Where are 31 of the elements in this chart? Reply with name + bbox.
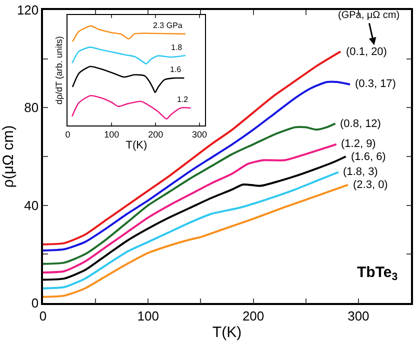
x-tick-label: 300 xyxy=(192,129,208,140)
series-label: 2.3 GPa xyxy=(153,21,183,30)
y-tick-label: 0 xyxy=(31,296,39,311)
series-label: (1.8, 3) xyxy=(343,166,378,178)
x-tick-label: 200 xyxy=(148,129,164,140)
series-label: (0.8, 12) xyxy=(340,118,381,130)
series-label: 1.2 xyxy=(177,95,189,104)
x-tick-label: 200 xyxy=(242,308,264,324)
x-axis-title: T(K) xyxy=(126,140,148,152)
x-tick-label: 0 xyxy=(65,129,70,140)
series-label: (1.6, 6) xyxy=(351,151,386,163)
series-label: (1.2, 9) xyxy=(341,138,376,150)
y-tick-label: 40 xyxy=(24,198,39,213)
series-label: (2.3, 0) xyxy=(353,179,388,191)
x-tick-label: 100 xyxy=(137,308,159,324)
line-series xyxy=(43,122,336,265)
annotation: TbTe$_{3}$ xyxy=(357,264,398,284)
series-label: 1.6 xyxy=(170,65,182,74)
y-axis-title: ρ(μΩ cm) xyxy=(0,125,17,188)
line-series xyxy=(43,171,340,290)
y-axis-title: dρ/dT (arb. units) xyxy=(54,36,64,105)
x-axis-title: T(K) xyxy=(212,324,242,341)
annotation: (GPa, μΩ cm) xyxy=(338,10,400,21)
series-label: 1.8 xyxy=(171,43,183,52)
line-series xyxy=(43,184,349,298)
series-label: (0.3, 17) xyxy=(355,78,396,90)
series-label: (0.1, 20) xyxy=(346,46,387,58)
x-tick-label: 300 xyxy=(348,308,370,324)
x-tick-label: 100 xyxy=(104,129,120,140)
y-tick-label: 120 xyxy=(16,2,39,18)
y-tick-label: 80 xyxy=(24,100,39,116)
